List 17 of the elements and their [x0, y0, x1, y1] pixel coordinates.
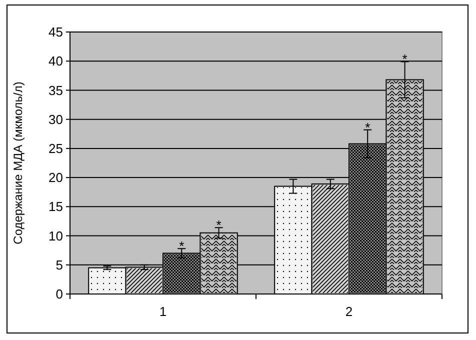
- y-tick-label: 20: [48, 170, 63, 186]
- y-tick-label: 10: [48, 228, 63, 244]
- y-tick-label: 35: [48, 82, 63, 98]
- y-tick-label: 0: [56, 286, 63, 302]
- y-tick-label: 40: [48, 54, 63, 69]
- y-axis-title: Содержание МДА (мкмоль/л): [11, 82, 25, 244]
- x-tick-label: 1: [159, 304, 167, 319]
- y-tick-label: 45: [48, 24, 63, 40]
- x-tick-label: 2: [345, 304, 353, 319]
- data-label: *: [179, 238, 184, 254]
- y-tick-label: 5: [56, 257, 63, 272]
- y-tick-label: 30: [48, 112, 63, 127]
- y-tick-label: 25: [48, 140, 63, 156]
- data-label: *: [365, 120, 370, 135]
- y-tick-label: 15: [48, 199, 63, 214]
- data-label: *: [402, 52, 408, 67]
- data-label: *: [216, 218, 222, 233]
